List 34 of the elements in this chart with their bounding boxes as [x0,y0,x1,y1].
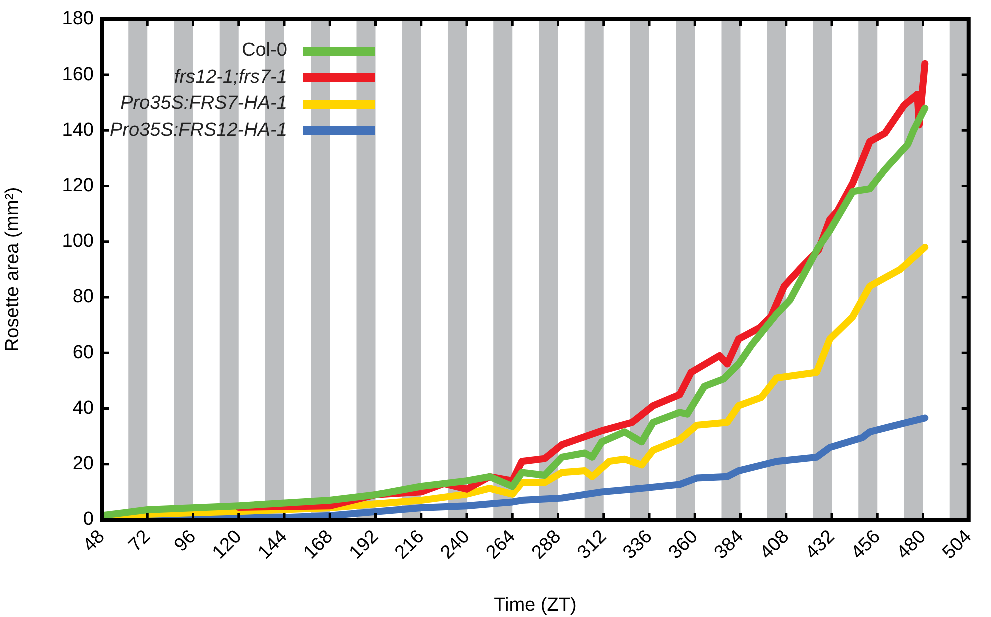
legend-label: Pro35S:FRS12-HA-1 [110,120,288,142]
x-tick-label: 480 [893,526,930,564]
x-tick-label: 456 [848,526,885,564]
y-tick-label: 160 [62,64,94,86]
y-tick-label: 20 [72,454,94,475]
x-tick-label: 168 [300,526,338,564]
x-tick-label: 504 [938,526,976,564]
x-tick-label: 144 [254,526,292,564]
y-tick-label: 180 [62,8,94,30]
x-tick-label: 360 [665,526,702,564]
x-tick-label: 240 [436,526,474,564]
legend-label: Pro35S:FRS7-HA-1 [120,93,288,116]
y-tick-label: 120 [62,176,94,196]
x-tick-label: 384 [710,526,748,564]
y-tick-label: 40 [72,398,94,419]
x-tick-label: 312 [574,526,612,564]
x-tick-label: 96 [170,526,200,556]
x-tick-label: 432 [802,526,840,564]
x-tick-label: 192 [346,526,383,564]
x-tick-label: 336 [619,526,657,564]
x-tick-label: 408 [756,526,794,564]
x-axis-title: Time (ZT) [494,594,577,616]
legend-label: Col-0 [242,40,288,62]
y-tick-label: 100 [62,231,94,252]
x-tick-label: 216 [391,526,429,564]
legend-label: frs12-1;frs7-1 [174,66,288,89]
y-tick-label: 80 [72,286,94,308]
x-tick-label: 120 [208,526,246,564]
y-tick-label: 140 [62,120,94,141]
x-tick-label: 288 [528,526,566,564]
y-axis-title: Rosette area (mm²) [2,187,24,352]
x-tick-label: 264 [482,526,520,564]
y-tick-label: 60 [72,342,94,364]
x-tick-label: 72 [125,526,155,556]
